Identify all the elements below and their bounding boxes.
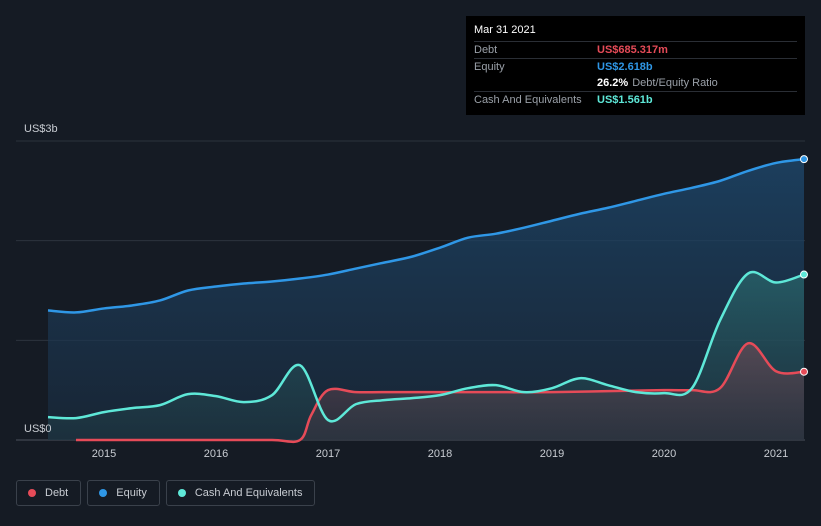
tooltip-row-equity: Equity US$2.618b bbox=[474, 58, 797, 75]
x-tick-label: 2021 bbox=[764, 448, 788, 460]
marker-debt bbox=[800, 367, 808, 376]
tooltip-label: Cash And Equivalents bbox=[474, 94, 582, 106]
tooltip-ratio-suffix: Debt/Equity Ratio bbox=[632, 77, 718, 89]
tooltip-label: Debt bbox=[474, 44, 498, 56]
tooltip-row-debt: Debt US$685.317m bbox=[474, 41, 797, 58]
area-equity bbox=[48, 159, 804, 440]
axes: US$3b US$0 2015 2016 2017 2018 2019 2020 2021 bbox=[24, 123, 788, 460]
legend-item-cash[interactable]: Cash And Equivalents bbox=[165, 480, 316, 506]
x-tick-label: 2020 bbox=[652, 448, 676, 460]
legend-item-equity[interactable]: Equity bbox=[87, 480, 160, 506]
y-tick-label: US$0 bbox=[24, 423, 52, 435]
end-markers bbox=[800, 155, 808, 376]
y-tick-label: US$3b bbox=[24, 123, 58, 135]
series-lines bbox=[47, 157, 805, 444]
data-tooltip: Mar 31 2021 Debt US$685.317m Equity US$2… bbox=[466, 16, 805, 115]
tooltip-value-debt: US$685.317m bbox=[597, 44, 668, 56]
tooltip-date: Mar 31 2021 bbox=[474, 24, 536, 36]
line-cash-and-equivalents bbox=[47, 270, 805, 423]
marker-cash-and-equivalents bbox=[800, 270, 808, 279]
tooltip-row-cash: Cash And Equivalents US$1.561b bbox=[474, 91, 797, 108]
line-debt bbox=[76, 342, 805, 444]
tooltip-label: Equity bbox=[474, 61, 505, 73]
legend-label: Equity bbox=[116, 487, 147, 499]
x-tick-label: 2018 bbox=[428, 448, 452, 460]
tooltip-value-ratio: 26.2% bbox=[597, 77, 629, 89]
x-tick-label: 2016 bbox=[204, 448, 228, 460]
legend-dot-icon bbox=[177, 489, 186, 497]
legend-dot-icon bbox=[28, 489, 36, 497]
marker-equity bbox=[800, 155, 808, 164]
legend-item-debt[interactable]: Debt bbox=[16, 480, 82, 506]
chart-legend: Debt Equity Cash And Equivalents bbox=[16, 480, 316, 506]
x-tick-label: 2015 bbox=[92, 448, 116, 460]
tooltip-row-ratio: 26.2% Debt/Equity Ratio bbox=[474, 75, 797, 91]
line-equity bbox=[47, 157, 805, 314]
tooltip-value-cash: US$1.561b bbox=[597, 94, 653, 106]
x-tick-label: 2017 bbox=[316, 448, 340, 460]
legend-dot-icon bbox=[99, 489, 108, 497]
legend-label: Debt bbox=[45, 487, 69, 499]
tooltip-value-equity: US$2.618b bbox=[597, 61, 653, 73]
legend-label: Cash And Equivalents bbox=[194, 487, 303, 499]
x-tick-label: 2019 bbox=[540, 448, 564, 460]
